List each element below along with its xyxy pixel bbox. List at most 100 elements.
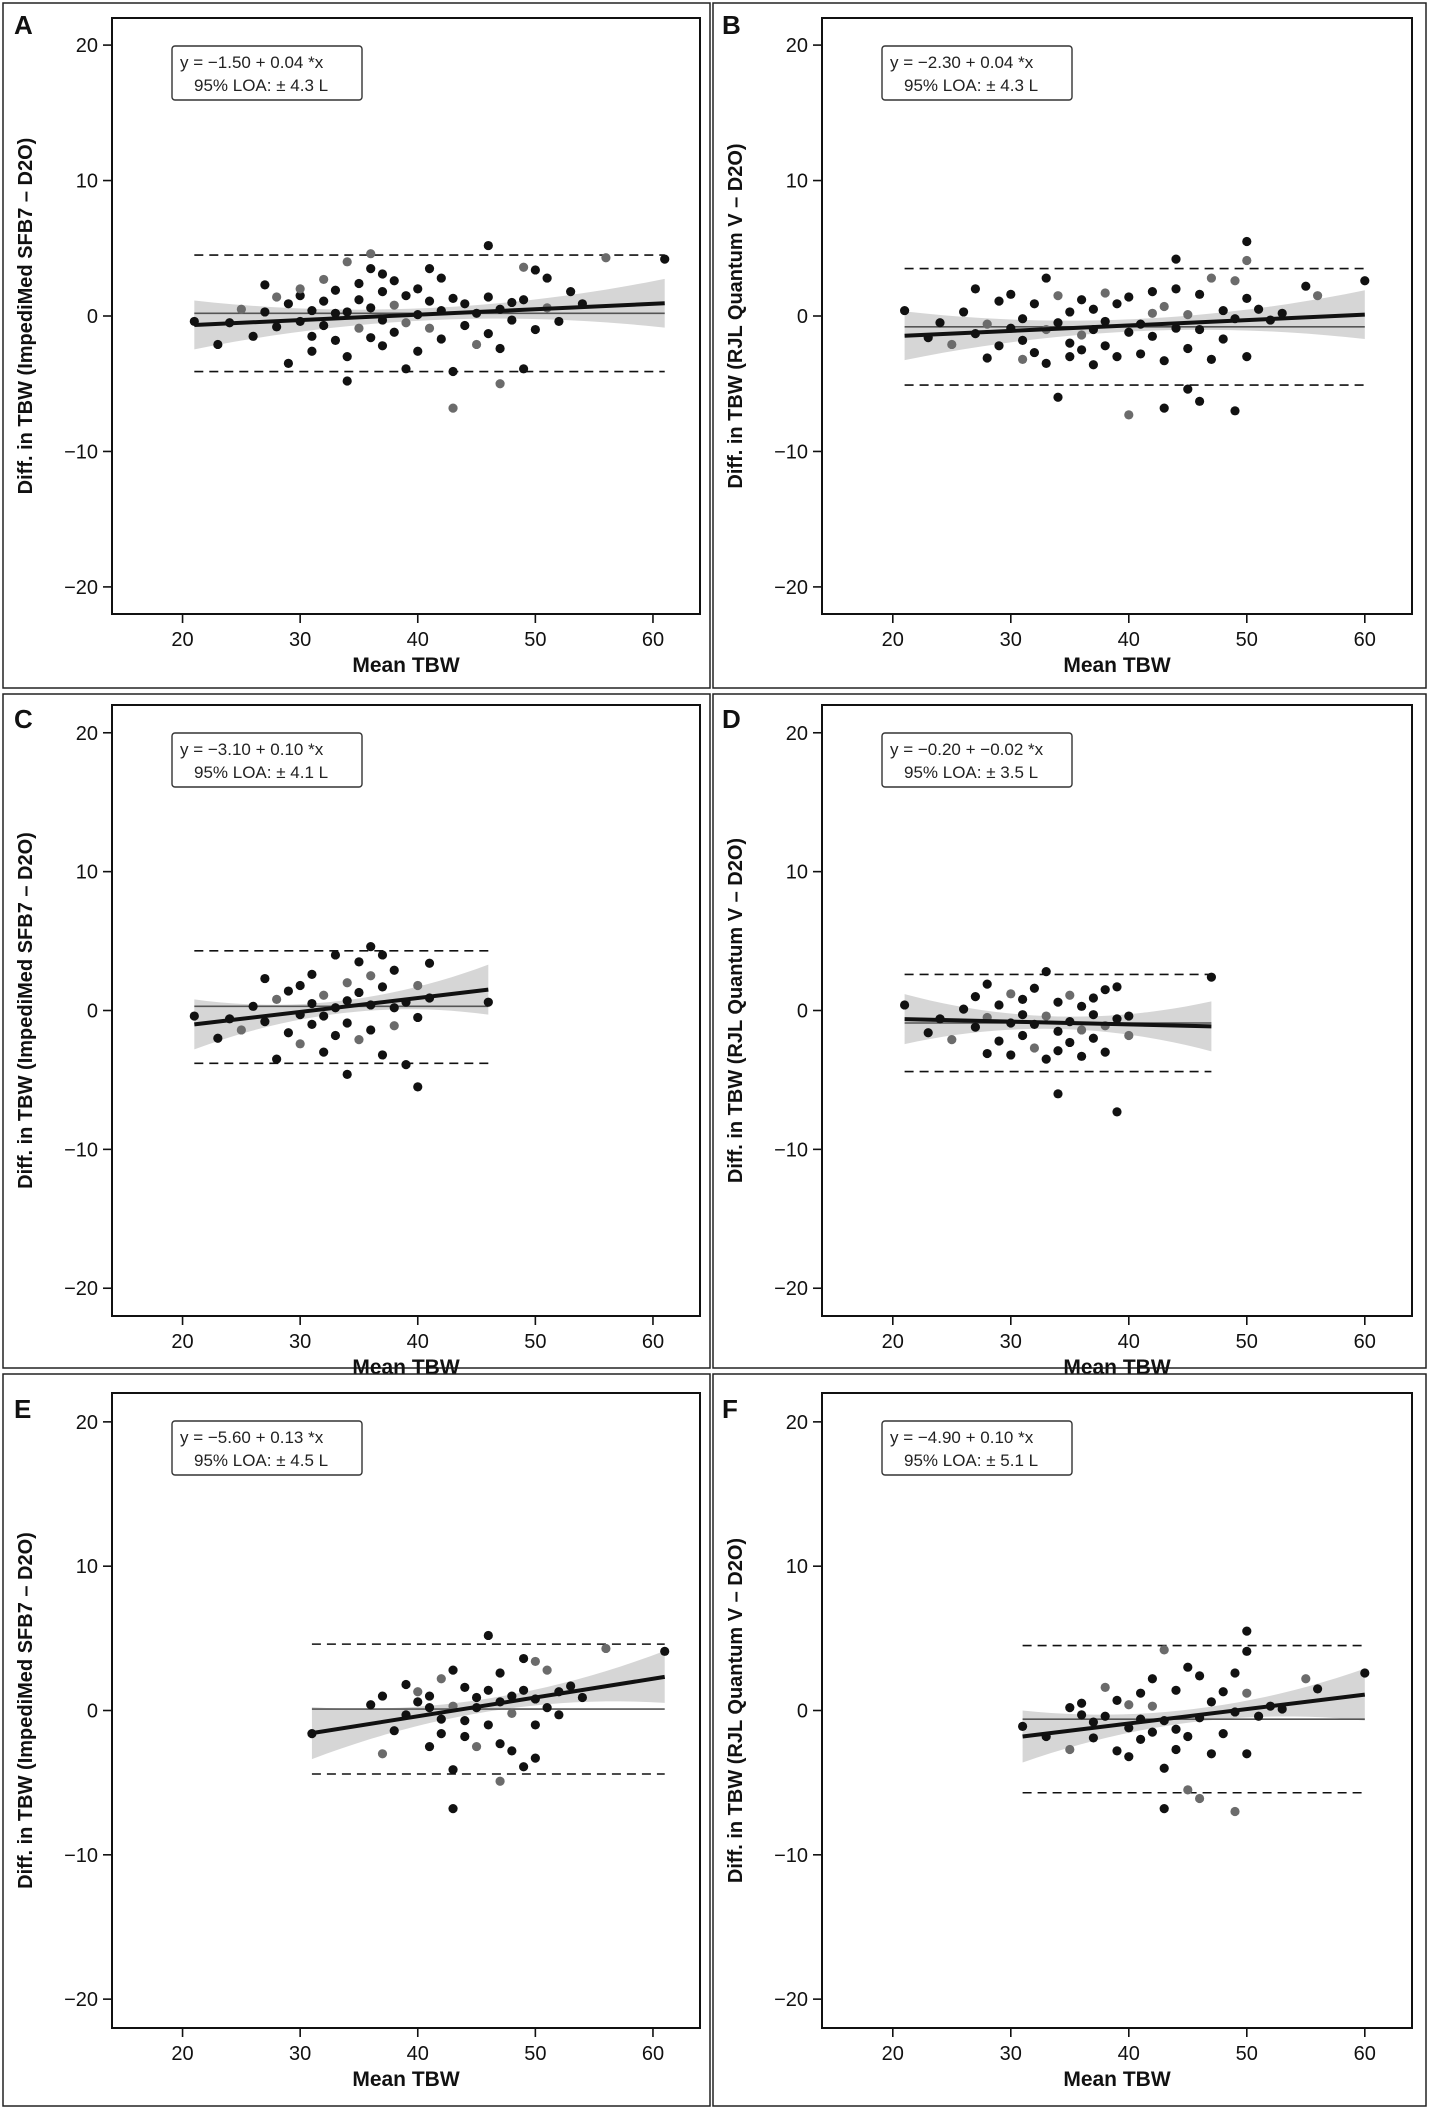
- data-point: [542, 273, 552, 283]
- data-point: [1100, 316, 1110, 327]
- data-point: [424, 296, 435, 306]
- data-point: [213, 339, 223, 350]
- data-point: [483, 240, 493, 251]
- data-point: [436, 1674, 446, 1684]
- data-point: [507, 315, 517, 325]
- data-point: [601, 253, 611, 263]
- data-point: [1053, 392, 1063, 402]
- data-point: [377, 1691, 388, 1701]
- data-point: [1206, 1697, 1216, 1707]
- data-point: [1242, 1646, 1252, 1656]
- y-tick-label: 20: [786, 35, 808, 57]
- panel-frame: [712, 693, 1427, 1369]
- data-point: [1088, 1010, 1098, 1020]
- data-point: [354, 323, 364, 333]
- data-point: [307, 305, 317, 316]
- data-point: [1018, 354, 1028, 364]
- data-point: [342, 1018, 352, 1028]
- data-point: [1195, 1793, 1205, 1804]
- data-point: [377, 341, 388, 351]
- y-axis-label: Diff. in TBW (ImpediMed SFB7 – D2O): [15, 138, 37, 495]
- data-point: [1124, 292, 1134, 302]
- x-tick-label: 50: [1236, 629, 1258, 651]
- data-point: [935, 318, 945, 328]
- data-point: [389, 300, 399, 310]
- data-point: [366, 1700, 376, 1710]
- data-point: [959, 307, 969, 317]
- data-point: [1183, 384, 1193, 394]
- data-point: [1077, 1710, 1087, 1720]
- y-tick-label: 20: [786, 1412, 808, 1434]
- x-tick-label: 60: [1354, 2043, 1376, 2065]
- data-point: [1112, 982, 1122, 992]
- data-point: [900, 305, 910, 316]
- data-point: [260, 973, 270, 984]
- panel-label: F: [722, 1394, 738, 1424]
- data-point: [495, 343, 505, 354]
- x-tick-label: 50: [1236, 1331, 1258, 1353]
- x-tick-label: 30: [1000, 629, 1022, 651]
- data-point: [1053, 1089, 1063, 1099]
- data-point: [1242, 1688, 1252, 1698]
- data-point: [1053, 1026, 1063, 1036]
- data-point: [424, 1703, 435, 1713]
- y-tick-label: 0: [797, 1001, 808, 1023]
- y-tick-label: −10: [64, 441, 98, 463]
- data-point: [1100, 341, 1110, 351]
- regression-equation: y = −5.60 + 0.13 *x: [180, 1428, 324, 1447]
- data-point: [413, 1012, 423, 1023]
- data-point: [1159, 1763, 1169, 1773]
- data-point: [1230, 276, 1240, 286]
- data-point: [1242, 1626, 1252, 1636]
- data-point: [483, 1630, 493, 1641]
- y-axis-label: Diff. in TBW (RJL Quantum V – D2O): [725, 143, 747, 488]
- data-point: [377, 950, 388, 960]
- data-point: [1183, 1662, 1193, 1672]
- data-point: [413, 284, 423, 294]
- data-point: [1147, 331, 1157, 341]
- data-point: [283, 299, 293, 309]
- data-point: [448, 1665, 458, 1675]
- data-point: [307, 346, 317, 356]
- data-point: [1159, 1645, 1169, 1655]
- data-point: [660, 254, 670, 264]
- data-point: [1124, 1752, 1134, 1762]
- data-point: [307, 998, 317, 1009]
- data-point: [1171, 323, 1181, 333]
- data-point: [283, 1028, 293, 1038]
- data-point: [401, 1679, 411, 1690]
- data-point: [1065, 990, 1075, 1000]
- data-point: [994, 1000, 1004, 1010]
- data-point: [389, 1726, 399, 1736]
- data-point: [1088, 993, 1098, 1003]
- regression-line: [194, 987, 489, 1027]
- y-axis-label: Diff. in TBW (ImpediMed SFB7 – D2O): [15, 1532, 37, 1889]
- y-tick-label: −20: [774, 1278, 808, 1300]
- x-axis-label: Mean TBW: [1063, 654, 1171, 677]
- data-point: [1112, 352, 1122, 362]
- data-point: [377, 1050, 388, 1060]
- y-tick-label: −20: [64, 1278, 98, 1300]
- data-point: [1041, 967, 1051, 977]
- data-point: [377, 287, 388, 297]
- data-point: [495, 379, 505, 389]
- data-point: [389, 327, 399, 337]
- panel-e: E 20 10 0 −10 −20 20 30 40 50 60 Mean TBW Diff. in T…: [2, 1373, 711, 2107]
- data-point: [236, 1025, 246, 1035]
- panel-label: A: [14, 10, 33, 40]
- data-point: [1041, 273, 1051, 283]
- data-point: [330, 1030, 341, 1041]
- panel-label: C: [14, 704, 33, 734]
- data-point: [1218, 334, 1228, 344]
- data-point: [1088, 304, 1098, 314]
- data-point: [483, 997, 493, 1007]
- data-point: [342, 352, 352, 362]
- y-tick-label: 10: [76, 171, 98, 193]
- data-point: [982, 1048, 992, 1059]
- data-point: [947, 339, 957, 350]
- y-tick-label: −20: [774, 1989, 808, 2011]
- data-point: [319, 296, 329, 306]
- data-point: [366, 1025, 376, 1035]
- data-point: [1029, 983, 1039, 993]
- data-point: [1112, 1695, 1122, 1705]
